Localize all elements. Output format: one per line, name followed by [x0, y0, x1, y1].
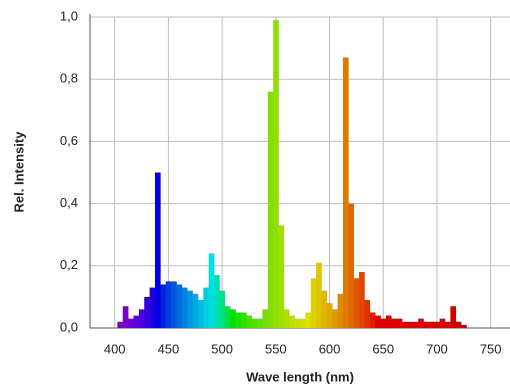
x-tick-label: 550	[265, 341, 287, 356]
bar	[149, 287, 156, 328]
bar	[144, 296, 150, 328]
bar	[122, 306, 129, 328]
bar	[423, 321, 430, 328]
bar	[251, 318, 258, 328]
bar	[375, 315, 381, 328]
bar	[380, 318, 387, 328]
bar	[197, 300, 204, 328]
bar	[450, 306, 457, 328]
bar	[305, 312, 312, 328]
bar	[138, 309, 145, 328]
bar	[359, 272, 365, 328]
bar	[171, 281, 177, 328]
bar	[133, 315, 140, 328]
bar	[187, 290, 193, 328]
bar	[214, 275, 220, 328]
bar	[267, 91, 274, 328]
bar	[273, 20, 279, 329]
bar	[203, 287, 209, 328]
x-tick-label: 600	[319, 341, 341, 356]
bar	[402, 321, 408, 328]
bar	[434, 321, 440, 328]
bar	[353, 278, 360, 328]
bar	[310, 278, 317, 328]
y-tick-label: 0,8	[60, 71, 78, 86]
x-tick-label: 450	[158, 341, 180, 356]
bar	[165, 281, 172, 328]
bar	[246, 315, 252, 328]
bar	[128, 318, 134, 328]
bar	[283, 309, 290, 328]
x-axis-title: Wave length (nm)	[246, 369, 354, 384]
bar	[342, 57, 349, 329]
bar	[192, 293, 199, 328]
bar	[364, 300, 371, 328]
bar	[332, 309, 338, 328]
bar	[418, 318, 424, 328]
bar	[385, 315, 392, 328]
bar	[160, 284, 167, 328]
bar	[289, 315, 295, 328]
y-tick-label: 0,2	[60, 257, 78, 272]
bar	[257, 318, 263, 328]
bar	[230, 309, 236, 328]
bar	[154, 172, 161, 328]
bar	[208, 253, 215, 328]
bar	[348, 203, 355, 328]
x-tick-label: 700	[426, 341, 448, 356]
bar	[262, 309, 269, 328]
y-tick-label: 1,0	[60, 8, 78, 23]
bar	[294, 318, 301, 328]
y-axis-title: Rel. Intensity	[11, 131, 26, 213]
y-tick-label: 0,4	[60, 195, 78, 210]
bar	[326, 303, 333, 328]
bar	[369, 312, 376, 328]
bar	[445, 321, 451, 328]
bar	[439, 318, 446, 328]
bar	[396, 318, 403, 328]
bar	[407, 321, 414, 328]
bar	[224, 306, 231, 328]
y-tick-label: 0,0	[60, 319, 78, 334]
bar	[461, 324, 467, 328]
x-tick-label: 750	[480, 341, 502, 356]
bar	[181, 287, 188, 328]
bar	[455, 321, 462, 328]
bar	[412, 321, 419, 328]
bar	[300, 318, 306, 328]
y-tick-label: 0,6	[60, 133, 78, 148]
bar	[117, 321, 124, 328]
bar	[278, 225, 285, 328]
bar	[391, 318, 397, 328]
bar	[316, 262, 322, 328]
x-tick-label: 400	[104, 341, 126, 356]
x-tick-label: 650	[372, 341, 394, 356]
bar	[176, 284, 183, 328]
bar	[240, 312, 247, 328]
bar	[337, 293, 344, 328]
bar	[428, 321, 435, 328]
bar	[219, 290, 226, 328]
x-tick-label: 500	[211, 341, 233, 356]
bar	[235, 312, 242, 328]
bar	[321, 290, 328, 328]
